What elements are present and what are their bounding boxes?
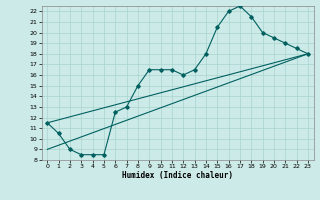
X-axis label: Humidex (Indice chaleur): Humidex (Indice chaleur) — [122, 171, 233, 180]
